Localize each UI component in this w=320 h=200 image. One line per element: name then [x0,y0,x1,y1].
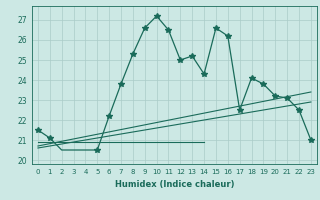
X-axis label: Humidex (Indice chaleur): Humidex (Indice chaleur) [115,180,234,189]
